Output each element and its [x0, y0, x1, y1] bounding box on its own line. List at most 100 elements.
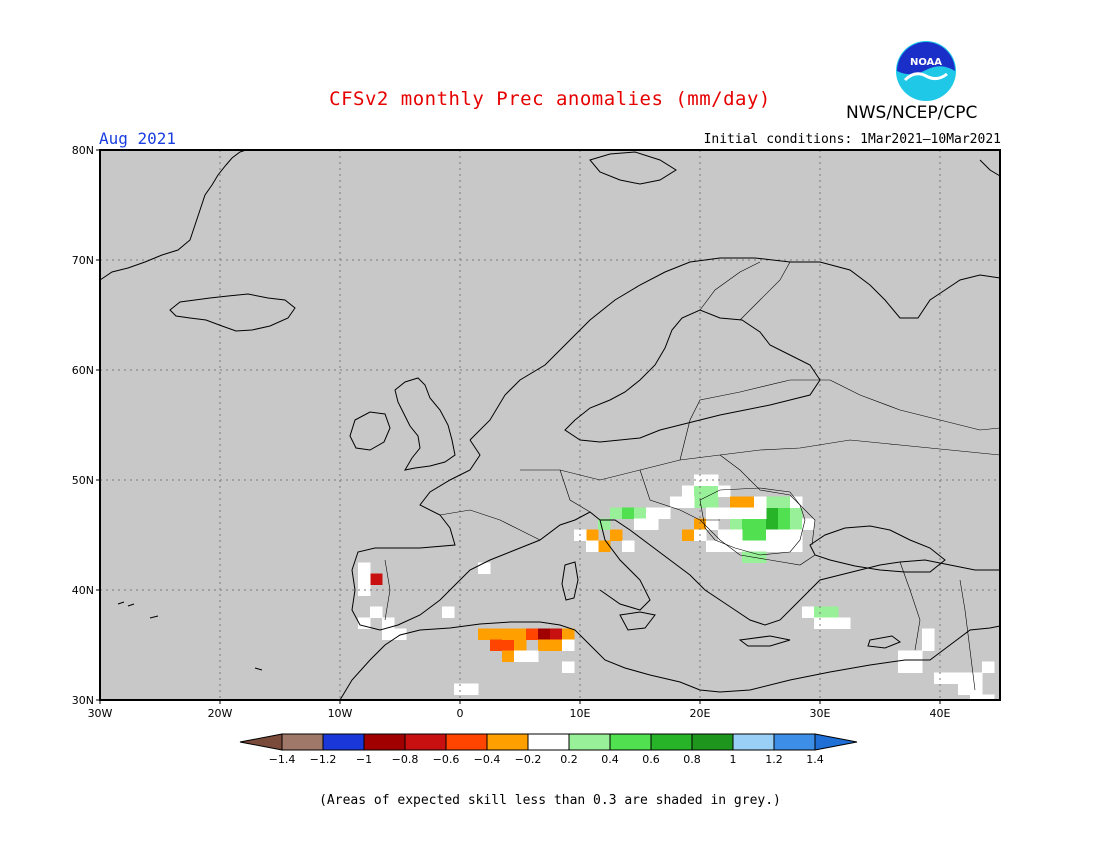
- anomaly-cell: [778, 496, 791, 508]
- anomaly-cell: [910, 661, 923, 673]
- colorbar-label: 0.6: [642, 753, 660, 766]
- coast-crete: [738, 635, 791, 647]
- anomaly-cell: [694, 485, 707, 497]
- anomaly-cell: [514, 639, 527, 651]
- anomaly-cell: [682, 496, 695, 508]
- anomaly-cell: [490, 639, 503, 651]
- coast-canaries: [254, 667, 263, 671]
- colorbar-swatch: [486, 733, 529, 751]
- anomaly-cell: [778, 529, 791, 541]
- anomaly-cell: [730, 529, 743, 541]
- anomaly-cell: [730, 507, 743, 519]
- lat-tick-label: 30N: [72, 694, 94, 707]
- lat-tick-label: 40N: [72, 584, 94, 597]
- anomaly-cell: [922, 628, 935, 640]
- anomaly-cell: [790, 540, 803, 552]
- coast-blacksea: [809, 525, 946, 573]
- anomaly-cell: [466, 683, 479, 695]
- anomaly-cell: [550, 628, 563, 640]
- anomaly-cell: [802, 606, 815, 618]
- coast-novaya: [979, 159, 1001, 177]
- anomaly-cell: [970, 683, 983, 695]
- anomaly-cell: [586, 529, 599, 541]
- coast-baltic: [564, 309, 821, 443]
- lon-tick-label: 20E: [690, 707, 711, 720]
- lon-tick-label: 10E: [570, 707, 591, 720]
- colorbar-label: −0.4: [474, 753, 501, 766]
- colorbar-legend: −1.4 −1.2 −1 −0.8 −0.6 −0.4 −0.2 0.2 0.4 0.6 0.8 1 1…: [239, 733, 858, 766]
- chart-title: CFSv2 monthly Prec anomalies (mm/day): [329, 88, 771, 110]
- anomaly-cell: [562, 628, 575, 640]
- colorbar-swatch: [322, 733, 365, 751]
- anomaly-cell: [754, 551, 767, 563]
- anomaly-cell: [586, 540, 599, 552]
- anomaly-cell: [682, 485, 695, 497]
- coast-sicily: [619, 611, 656, 631]
- anomaly-cell: [718, 529, 731, 541]
- anomaly-cell: [706, 540, 719, 552]
- anomaly-cell: [790, 518, 803, 530]
- anomaly-cell: [562, 661, 575, 673]
- colorbar-swatch: [281, 733, 324, 751]
- colorbar-swatch: [691, 733, 734, 751]
- colorbar-label: 1.2: [765, 753, 783, 766]
- anomaly-cell: [826, 606, 839, 618]
- colorbar-label: 0.4: [601, 753, 619, 766]
- anomaly-cell: [502, 650, 515, 662]
- anomaly-cell: [922, 639, 935, 651]
- colorbar-swatch: [527, 733, 570, 751]
- anomaly-cell: [730, 496, 743, 508]
- anomaly-cell: [694, 518, 707, 530]
- anomaly-cell: [730, 518, 743, 530]
- colorbar-swatch: [732, 733, 775, 751]
- colorbar-swatch: [445, 733, 488, 751]
- lat-tick-label: 50N: [72, 474, 94, 487]
- anomaly-cell: [670, 496, 683, 508]
- lon-tick-label: 40E: [930, 707, 951, 720]
- coast-carpathian: [699, 487, 806, 556]
- anomaly-cell: [646, 507, 659, 519]
- anomaly-cell: [766, 540, 779, 552]
- coast-svalbard: [589, 151, 677, 185]
- anomaly-cell: [538, 628, 551, 640]
- anomaly-cell: [550, 639, 563, 651]
- anomaly-cell: [706, 507, 719, 519]
- anomaly-cell: [358, 562, 371, 574]
- lon-tick-label: 0: [457, 707, 464, 720]
- anomaly-cell: [754, 540, 767, 552]
- anomaly-cell: [514, 628, 527, 640]
- anomaly-cell: [634, 507, 647, 519]
- anomaly-cell: [754, 518, 767, 530]
- lon-tick-label: 20W: [208, 707, 233, 720]
- anomaly-cell: [358, 617, 371, 629]
- anomaly-cell: [502, 639, 515, 651]
- colorbar-label: −1: [356, 753, 372, 766]
- anomaly-cell: [658, 507, 671, 519]
- coast-cyprus: [867, 635, 902, 649]
- anomaly-cell: [358, 573, 371, 585]
- anomaly-cell: [718, 485, 731, 497]
- anomaly-cell: [478, 628, 491, 640]
- anomaly-cell: [790, 529, 803, 541]
- map-background: [100, 150, 1000, 700]
- initial-conditions: Initial conditions: 1Mar2021–10Mar2021: [703, 132, 1001, 147]
- coast-sardinia: [561, 561, 579, 601]
- colorbar-label: −0.6: [433, 753, 460, 766]
- colorbar-label: −1.2: [310, 753, 337, 766]
- lat-tick-label: 60N: [72, 364, 94, 377]
- coast-greenland: [99, 149, 247, 281]
- anomaly-cell: [682, 529, 695, 541]
- anomaly-cell: [910, 650, 923, 662]
- anomaly-cell: [958, 672, 971, 684]
- anomaly-cell: [598, 518, 611, 530]
- anomaly-cell: [754, 529, 767, 541]
- country-borders: [384, 261, 1001, 691]
- anomaly-cell: [790, 496, 803, 508]
- anomaly-cell: [490, 628, 503, 640]
- anomaly-cell: [742, 551, 755, 563]
- anomaly-cell: [526, 650, 539, 662]
- anomaly-cell: [802, 518, 815, 530]
- coast-northafrica: [339, 621, 1001, 701]
- lon-tick-label: 30W: [88, 707, 113, 720]
